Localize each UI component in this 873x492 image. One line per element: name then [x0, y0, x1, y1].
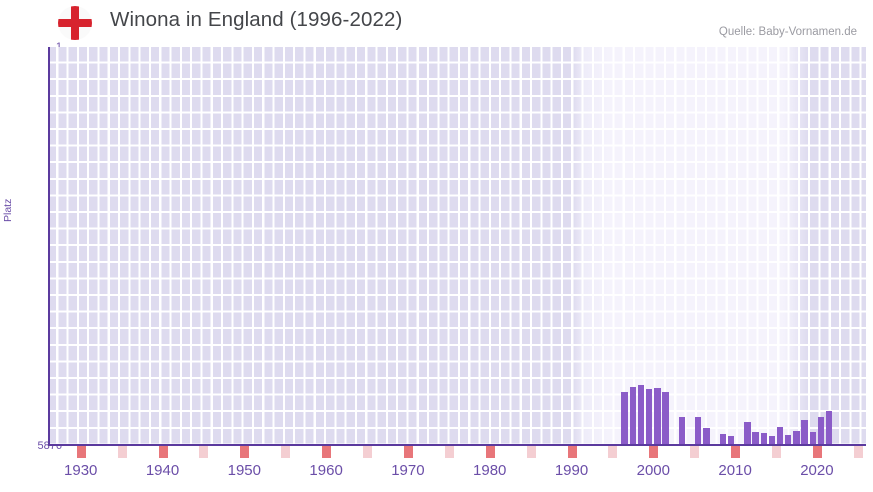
bar-2009 [727, 436, 735, 444]
plot-area [48, 47, 866, 458]
x-axis-tick-1930: 1930 [64, 462, 98, 479]
bar-1996 [621, 392, 628, 444]
bar-2019 [809, 432, 816, 444]
bar-2008 [719, 434, 727, 444]
axis-marker-1995 [608, 446, 618, 458]
x-axis-tick-1940: 1940 [145, 462, 180, 479]
axis-marker-2005 [690, 446, 700, 458]
bar-2005 [695, 417, 702, 444]
axis-marker-1930 [76, 446, 86, 458]
source-attribution: Quelle: Baby-Vornamen.de [718, 26, 857, 38]
x-axis-tick-2010: 2010 [718, 462, 752, 479]
x-axis-tick-1970: 1970 [391, 462, 425, 479]
axis-marker-1960 [322, 446, 332, 458]
bar-2003 [678, 417, 686, 444]
x-axis-tick-2000: 2000 [636, 462, 670, 479]
x-axis-tick-1980: 1980 [473, 462, 507, 479]
bar-1998 [637, 385, 645, 444]
axis-marker-2020 [812, 446, 822, 458]
axis-marker-1980 [485, 446, 495, 458]
axis-marker-1945 [199, 446, 209, 458]
bar-2011 [744, 422, 751, 444]
axis-marker-1990 [567, 446, 577, 458]
bar-2015 [776, 427, 784, 444]
bar-1999 [646, 389, 653, 444]
axis-marker-1965 [363, 446, 373, 458]
axis-marker-1950 [240, 446, 250, 458]
bar-2017 [793, 431, 800, 444]
bar-2018 [801, 420, 808, 444]
bar-2013 [760, 433, 767, 444]
y-axis-label: Platz [2, 198, 14, 222]
axis-marker-2025 [853, 446, 863, 458]
bar-2016 [785, 435, 792, 444]
chart-title: Winona in England (1996-2022) [110, 8, 403, 31]
axis-marker-1975 [444, 446, 454, 458]
bar-1997 [629, 387, 637, 444]
england-flag-icon [58, 6, 92, 40]
axis-marker-1985 [526, 446, 536, 458]
bar-2014 [768, 436, 776, 444]
axis-marker-2000 [649, 446, 659, 458]
axis-marker-1970 [403, 446, 413, 458]
bar-2021 [825, 411, 833, 444]
axis-marker-2010 [731, 446, 741, 458]
x-axis-tick-1960: 1960 [309, 462, 343, 479]
x-axis-tick-2020: 2020 [800, 462, 834, 479]
x-axis-line [48, 444, 866, 446]
axis-marker-1940 [158, 446, 168, 458]
bar-2001 [662, 392, 669, 444]
x-axis-tick-1990: 1990 [554, 462, 589, 479]
bar-2012 [752, 432, 759, 444]
bar-2006 [703, 428, 710, 444]
plot-grid-background [48, 47, 866, 446]
axis-marker-1955 [281, 446, 291, 458]
bar-2020 [817, 417, 825, 444]
flag-cross-vertical [71, 6, 79, 40]
axis-marker-2015 [772, 446, 782, 458]
x-axis-tick-1950: 1950 [227, 462, 261, 479]
y-axis-line [48, 47, 50, 446]
bar-2000 [654, 388, 661, 444]
axis-marker-1935 [117, 446, 127, 458]
chart-header: Winona in England (1996-2022) Quelle: Ba… [0, 0, 873, 46]
